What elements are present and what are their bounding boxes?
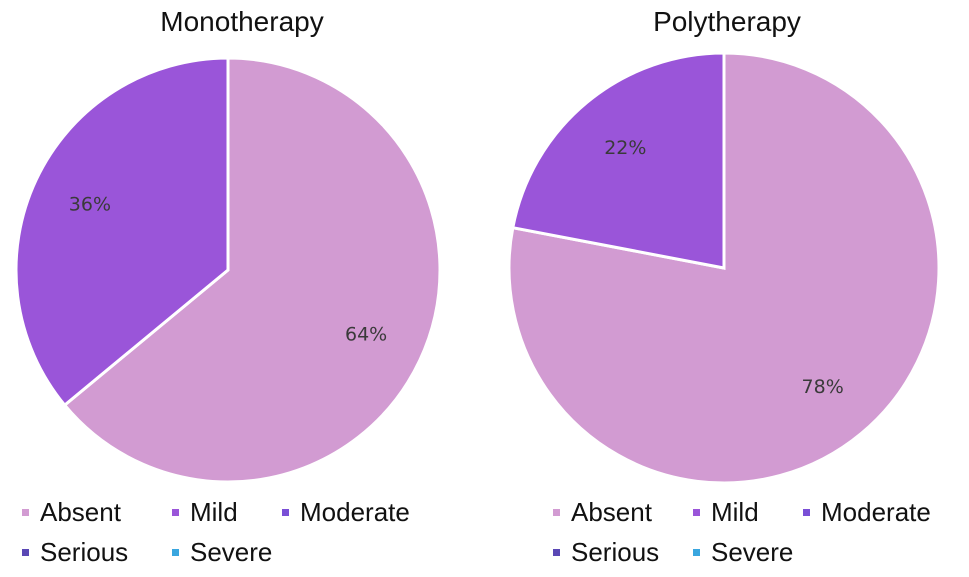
monotherapy-panel: Monotherapy 64% 36% Absent Mild Moderate Ser… [0, 0, 484, 577]
legend-label: Severe [711, 537, 794, 567]
legend-label: Absent [40, 497, 121, 527]
legend-swatch [172, 549, 179, 556]
legend-label: Serious [40, 537, 129, 567]
legend-label: Absent [571, 497, 652, 527]
pie-slice-mild [511, 51, 726, 270]
legend-item-severe: Severe [693, 537, 793, 568]
legend-swatch [803, 509, 810, 516]
legend-item-moderate: Moderate [803, 497, 931, 528]
legend-swatch [282, 509, 289, 516]
chart-title: Polytherapy [653, 6, 801, 37]
slice-label-absent: 78% [802, 376, 844, 398]
polytherapy-pie: 78% 22% [507, 51, 941, 485]
legend-item-absent: Absent [22, 497, 121, 528]
legend-swatch [693, 549, 700, 556]
pie-slice-absent [62, 56, 442, 484]
legend-swatch [22, 509, 29, 516]
legend-swatch [553, 509, 560, 516]
legend-item-mild: Mild [693, 497, 759, 528]
legend-item-mild: Mild [172, 497, 238, 528]
legend-item-moderate: Moderate [282, 497, 410, 528]
slice-label-mild: 36% [69, 194, 111, 216]
legend-label: Mild [190, 497, 238, 527]
legend-swatch [22, 549, 29, 556]
slice-label-mild: 22% [604, 137, 646, 159]
legend-item-absent: Absent [553, 497, 652, 528]
legend-label: Severe [190, 537, 273, 567]
legend-swatch [693, 509, 700, 516]
slice-label-absent: 64% [345, 323, 387, 345]
legend-swatch [553, 549, 560, 556]
polytherapy-panel: Polytherapy 78% 22% Absent Mild Moderate Ser… [485, 0, 969, 577]
legend-item-severe: Severe [172, 537, 272, 568]
legend-label: Serious [571, 537, 660, 567]
legend-label: Moderate [821, 497, 931, 527]
legend-swatch [172, 509, 179, 516]
monotherapy-pie: 64% 36% [14, 56, 442, 484]
legend-label: Mild [711, 497, 759, 527]
legend-item-serious: Serious [22, 537, 128, 568]
legend-label: Moderate [300, 497, 410, 527]
legend-item-serious: Serious [553, 537, 659, 568]
chart-title: Monotherapy [160, 6, 324, 37]
pie-slice-mild [14, 56, 230, 408]
